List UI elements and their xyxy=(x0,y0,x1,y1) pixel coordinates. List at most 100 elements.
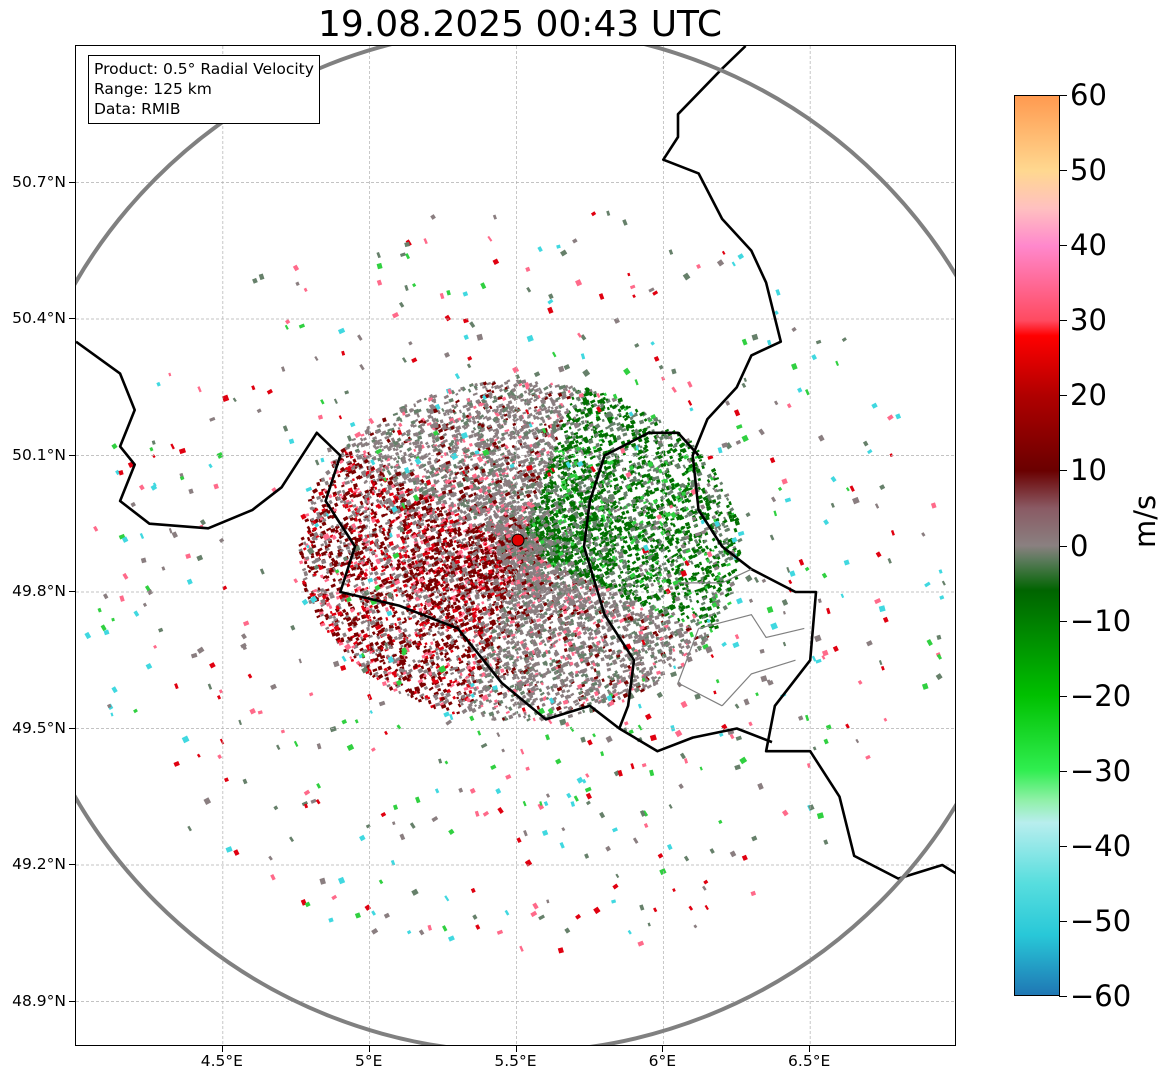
echo-cell xyxy=(458,389,461,392)
echo-cell xyxy=(521,459,527,465)
echo-cell xyxy=(674,577,679,582)
echo-cell xyxy=(429,393,434,398)
echo-cell xyxy=(637,455,643,461)
echo-cell xyxy=(407,457,412,462)
echo-cell xyxy=(682,587,686,591)
echo-cell xyxy=(462,555,468,560)
echo-cell xyxy=(677,617,681,622)
echo-cell xyxy=(354,448,360,453)
echo-cell xyxy=(468,434,474,439)
echo-cell xyxy=(531,677,537,683)
echo-cell xyxy=(329,610,333,614)
echo-cell xyxy=(503,540,507,546)
echo-cell xyxy=(554,449,559,453)
echo-cell xyxy=(538,387,542,392)
echo-cell xyxy=(467,550,473,555)
echo-cell xyxy=(440,505,446,511)
echo-cell xyxy=(588,631,594,637)
echo-cell xyxy=(321,521,327,527)
echo-cell xyxy=(559,553,566,559)
echo-cell xyxy=(491,478,495,482)
echo-cell xyxy=(596,453,602,459)
echo-cell xyxy=(429,622,436,627)
echo-cell xyxy=(406,446,412,452)
echo-cell xyxy=(457,531,463,537)
echo-cell xyxy=(358,632,362,637)
echo-cell xyxy=(325,469,331,476)
echo-cell xyxy=(418,607,423,612)
echo-cell xyxy=(661,562,667,566)
echo-cell xyxy=(396,617,402,622)
echo-cell xyxy=(622,601,626,606)
echo-cell xyxy=(414,628,419,633)
echo-cell xyxy=(622,535,628,540)
echo-cell xyxy=(655,450,660,456)
echo-cell xyxy=(582,630,588,636)
echo-cell xyxy=(467,388,472,393)
radar-map[interactable] xyxy=(75,45,956,1046)
echo-cell xyxy=(653,421,659,427)
echo-cell xyxy=(382,444,389,450)
echo-cell xyxy=(505,639,511,645)
echo-cell xyxy=(432,638,436,641)
echo-cell xyxy=(422,669,428,674)
echo-cell xyxy=(613,619,619,623)
echo-cell xyxy=(445,688,452,694)
echo-cell xyxy=(532,468,538,474)
echo-cell xyxy=(385,617,389,621)
echo-cell xyxy=(617,564,621,569)
echo-cell xyxy=(668,477,675,484)
echo-cell xyxy=(389,575,394,581)
echo-cell xyxy=(452,508,458,514)
echo-cell xyxy=(369,571,374,576)
echo-cell xyxy=(641,560,646,566)
echo-cell xyxy=(355,636,360,642)
echo-cell xyxy=(431,417,438,424)
echo-cell xyxy=(641,539,644,542)
echo-cell xyxy=(653,579,656,583)
echo-cell xyxy=(495,613,500,617)
echo-cell xyxy=(577,555,582,560)
echo-cell xyxy=(644,575,650,582)
echo-cell xyxy=(657,658,663,663)
echo-cell xyxy=(622,414,628,419)
echo-cell xyxy=(560,474,566,479)
echo-cell xyxy=(514,610,521,616)
echo-cell xyxy=(347,626,353,633)
echo-cell xyxy=(563,430,569,434)
echo-cell xyxy=(443,510,448,514)
echo-cell xyxy=(684,521,691,527)
echo-cell xyxy=(507,706,513,712)
echo-cell xyxy=(435,418,439,423)
echo-cell xyxy=(491,675,495,679)
echo-cell xyxy=(543,423,547,426)
echo-cell xyxy=(452,695,457,700)
echo-cell xyxy=(562,671,566,675)
echo-cell xyxy=(421,486,425,490)
echo-cell xyxy=(713,545,718,549)
echo-cell xyxy=(664,494,668,498)
echo-cell xyxy=(712,515,717,520)
echo-cell xyxy=(593,668,597,673)
echo-cell xyxy=(679,506,685,511)
echo-cell xyxy=(320,543,325,547)
echo-cell xyxy=(434,696,439,701)
echo-cell xyxy=(623,516,627,520)
echo-cell xyxy=(485,438,490,443)
echo-cell xyxy=(384,430,391,436)
echo-cell xyxy=(458,674,463,680)
echo-cell xyxy=(399,486,405,491)
echo-cell xyxy=(433,556,439,562)
echo-cell xyxy=(329,561,335,567)
echo-cell xyxy=(379,444,383,449)
echo-cell xyxy=(414,697,418,701)
echo-cell xyxy=(578,516,583,521)
echo-cell xyxy=(486,488,492,494)
echo-cell xyxy=(458,489,464,495)
echo-cell xyxy=(430,649,437,654)
echo-cell xyxy=(456,635,461,639)
echo-cell xyxy=(541,418,546,424)
echo-cell xyxy=(613,692,619,697)
echo-cell xyxy=(443,394,450,400)
echo-cell xyxy=(304,518,310,523)
